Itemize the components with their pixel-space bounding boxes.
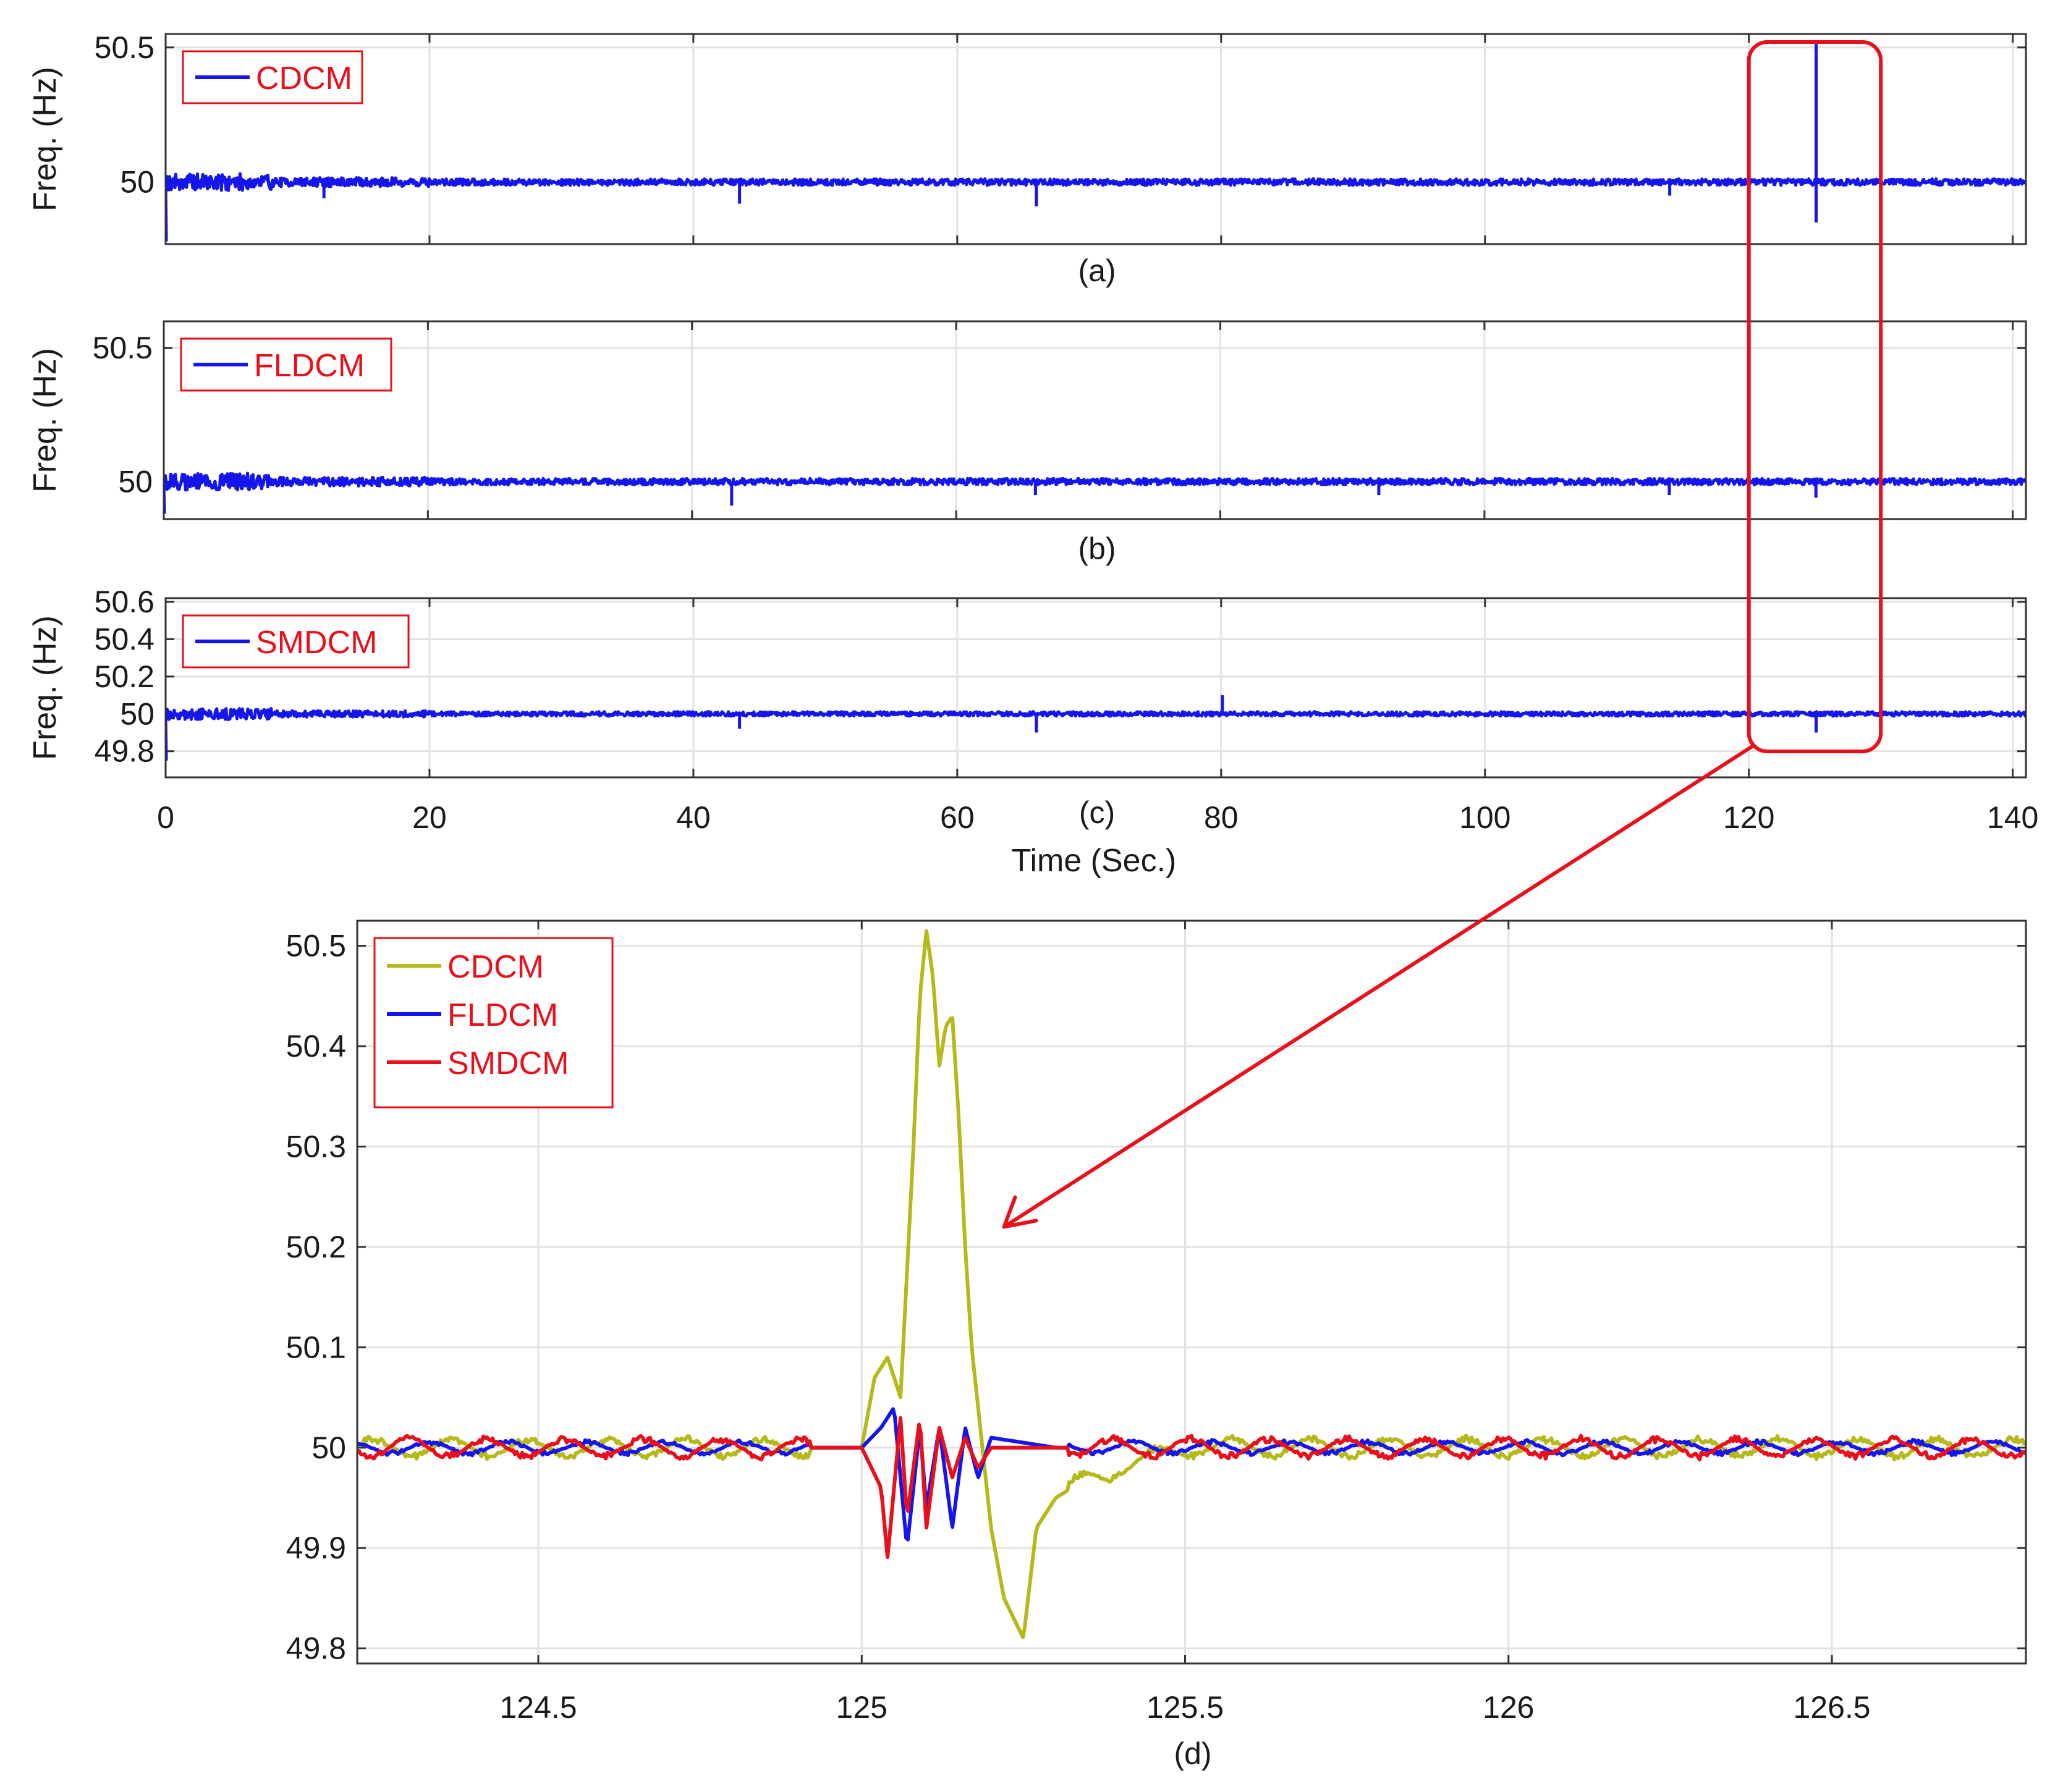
y-tick-label: 50.1 [286,1330,346,1364]
x-tick-label: 125.5 [1146,1690,1224,1725]
x-tick-label: 124.5 [499,1690,577,1725]
y-tick-label: 49.8 [95,734,155,769]
x-tick-label: 120 [1723,800,1774,835]
series-line-fldcm [164,471,2026,514]
legend: CDCM FLDCM SMDCM [373,937,614,1109]
legend-label-cdcm: CDCM [256,61,352,96]
x-axis-label: Time (Sec.) [1012,843,1177,879]
y-tick-label: 49.8 [286,1631,346,1666]
y-tick-label: 50.4 [286,1029,346,1063]
legend-label-smdcm: SMDCM [256,625,377,661]
legend: SMDCM [182,614,410,669]
y-tick-label: 50.5 [286,929,346,963]
y-axis-label: Freq. (Hz) [27,348,63,492]
legend: CDCM [182,50,363,104]
y-tick-label: 50 [120,165,155,200]
legend: FLDCM [180,337,392,392]
x-tick-label: 20 [412,800,447,835]
y-tick-label: 50.2 [95,659,155,694]
x-tick-label: 126 [1483,1690,1534,1725]
panel-caption-b: (b) [1078,531,1116,566]
x-tick-label: 100 [1459,800,1510,835]
series-line-cdcm [357,929,2026,1639]
y-tick-label: 50 [120,696,155,731]
panel-d: 49.8 49.9 50 50.1 50.2 50.3 50.4 50.5 124.5 125 12… [286,919,2027,1771]
zoom-box [1747,40,1883,753]
plot-area [166,598,2026,777]
y-axis-label: Freq. (Hz) [27,615,63,760]
zoom-arrow-head [1002,1195,1038,1229]
legend-label-smdcm: SMDCM [447,1046,569,1081]
series-line-smdcm [357,1416,2026,1559]
series-line-smdcm [166,707,2026,761]
y-tick-label: 50 [118,464,153,499]
y-tick-label: 50.3 [286,1129,346,1164]
series-line-cdcm [166,172,2026,242]
y-tick-label: 50.6 [95,585,155,619]
panel-caption-d: (d) [1174,1736,1211,1771]
zoom-arrow [1002,743,1756,1228]
axes-frame [163,320,2027,520]
y-tick-label: 50.5 [93,331,153,365]
series-layer [166,42,2026,242]
series-layer [164,471,2026,514]
plot-area [166,34,2026,244]
y-tick-label: 50.2 [286,1230,346,1264]
x-tick-label: 126.5 [1793,1690,1870,1725]
legend-label-fldcm: FLDCM [447,997,558,1033]
panel-caption-a: (a) [1078,253,1116,288]
x-tick-label: 0 [157,800,174,835]
x-tick-label: 125 [836,1690,887,1725]
y-tick-label: 50.4 [95,622,155,656]
axes-frame [164,33,2027,245]
x-tick-label: 80 [1204,800,1239,835]
plot-area [164,321,2026,519]
panel-b: 50 50.5 Freq. (Hz) FLDCM (b) [27,320,2027,566]
y-tick-label: 50.5 [95,30,155,65]
x-tick-label: 140 [1987,800,2038,835]
legend-label-fldcm: FLDCM [254,348,365,384]
panel-caption-c: (c) [1079,795,1115,830]
x-tick-label: 60 [940,800,975,835]
series-layer [166,695,2026,761]
legend-box [180,337,392,392]
legend-label-cdcm: CDCM [447,949,544,985]
axes-frame [164,597,2027,779]
y-tick-label: 49.9 [286,1531,346,1565]
axes-frame [356,919,2027,1665]
zoom-annotation [1002,40,1883,1229]
series-layer [357,929,2026,1639]
panel-a: 50 50.5 Freq. (Hz) CDCM (a) [27,30,2027,288]
plot-area [357,921,2026,1663]
x-tick-label: 40 [676,800,711,835]
y-axis-label: Freq. (Hz) [27,67,63,211]
legend-box [182,614,410,669]
y-tick-label: 50 [311,1431,346,1465]
series-line-fldcm [357,1407,2026,1542]
